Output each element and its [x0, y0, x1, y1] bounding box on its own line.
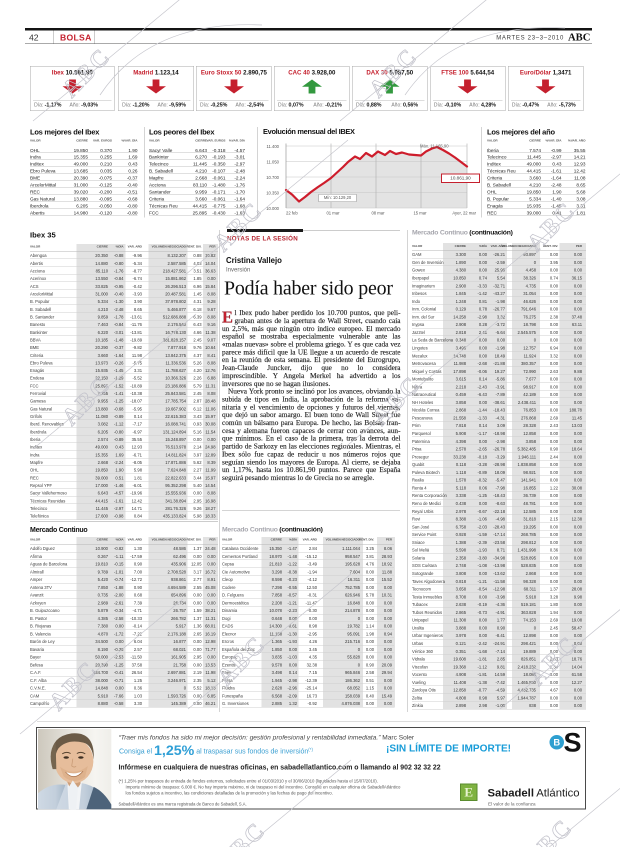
- svg-text:ABC: ABC: [519, 814, 578, 847]
- svg-text:ABC: ABC: [212, 817, 271, 847]
